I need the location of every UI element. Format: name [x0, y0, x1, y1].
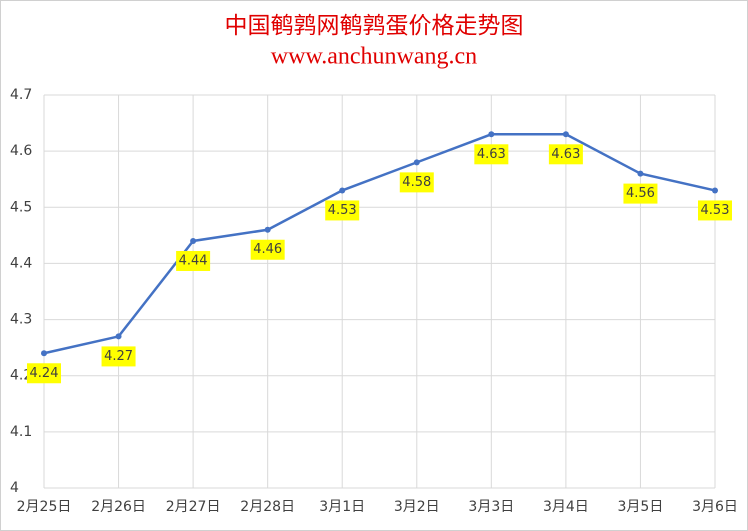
data-label: 4.24	[30, 366, 59, 381]
y-tick-label: 4.7	[10, 87, 32, 103]
y-tick-label: 4.2	[10, 368, 32, 384]
data-label-box	[176, 250, 211, 271]
data-point	[41, 350, 47, 357]
data-label: 4.63	[477, 147, 506, 162]
data-label-box	[27, 363, 61, 384]
data-point	[339, 187, 346, 194]
data-label: 4.27	[104, 349, 133, 364]
data-label: 4.46	[253, 242, 282, 257]
x-tick-label: 3月6日	[692, 499, 738, 515]
y-tick-label: 4.5	[10, 199, 32, 215]
data-line	[43, 133, 716, 355]
data-point	[413, 159, 420, 166]
data-label: 4.53	[701, 203, 730, 218]
data-point	[264, 226, 271, 233]
chart-subtitle: www.anchunwang.cn	[271, 44, 477, 70]
data-point	[115, 333, 122, 340]
data-label: 4.56	[626, 186, 655, 201]
x-tick-label: 3月4日	[543, 499, 589, 515]
data-label-box	[474, 144, 509, 165]
data-label-box	[399, 172, 434, 193]
data-label: 4.44	[179, 253, 208, 268]
y-tick-label: 4.3	[10, 312, 32, 328]
x-tick-label: 3月3日	[468, 499, 514, 515]
x-tick-label: 3月1日	[319, 499, 365, 515]
y-tick-label: 4.4	[10, 255, 32, 271]
data-label-box	[101, 346, 136, 367]
x-tick-label: 2月25日	[17, 499, 72, 515]
data-label-box	[623, 183, 658, 204]
data-point	[488, 131, 495, 138]
data-point	[562, 131, 569, 138]
x-tick-label: 2月26日	[91, 499, 146, 515]
data-label-box	[250, 239, 285, 260]
data-label-box	[698, 200, 732, 221]
chart-title: 中国鹌鹑网鹌鹑蛋价格走势图	[225, 13, 524, 39]
data-label: 4.63	[551, 147, 580, 162]
y-tick-label: 4.6	[10, 143, 32, 159]
data-point	[190, 237, 197, 244]
x-tick-label: 3月2日	[394, 499, 440, 515]
data-point	[712, 187, 718, 194]
x-tick-label: 2月28日	[240, 499, 295, 515]
data-point	[637, 170, 644, 177]
y-tick-label: 4.1	[10, 424, 32, 440]
data-label-box	[325, 200, 360, 221]
y-tick-label: 4	[10, 480, 19, 496]
data-label: 4.53	[328, 203, 357, 218]
x-tick-label: 3月5日	[618, 499, 664, 515]
x-tick-label: 2月27日	[166, 499, 221, 515]
data-label-box	[548, 144, 583, 165]
data-label: 4.58	[402, 175, 431, 190]
